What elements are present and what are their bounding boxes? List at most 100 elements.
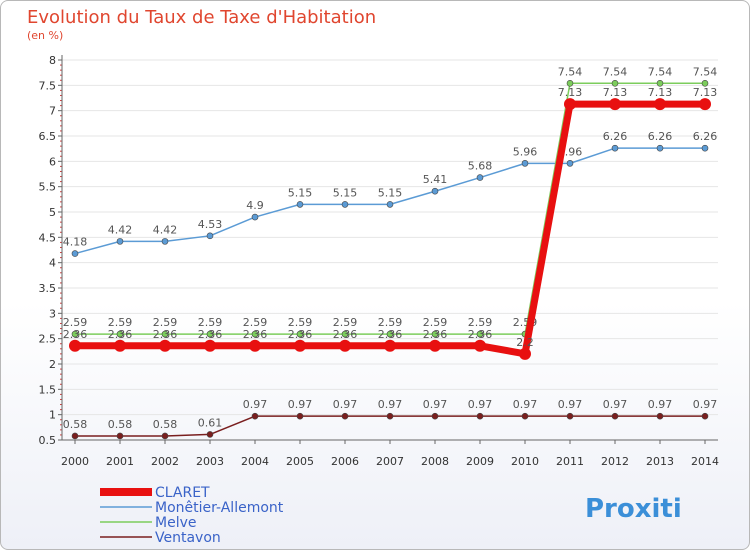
data-point (386, 412, 394, 420)
data-point (701, 412, 709, 420)
data-label: 5.96 (513, 145, 538, 158)
data-label: 2.36 (243, 328, 268, 341)
x-tick-label: 2004 (241, 455, 269, 468)
data-point (339, 339, 351, 352)
y-tick-label: 7 (49, 105, 56, 118)
data-point (431, 412, 439, 420)
data-label: 2.59 (243, 316, 268, 329)
data-point (114, 339, 126, 352)
legend-entry: Melve (155, 515, 196, 531)
series-layer: 0.58 0.58 0.58 0.61 0.97 0.97 0.97 0.97 0.97 0.97… (63, 65, 718, 440)
data-point (386, 201, 394, 208)
data-point (71, 432, 79, 440)
data-point (699, 98, 711, 111)
data-label: 7.13 (693, 86, 718, 99)
data-label: 5.15 (288, 186, 313, 199)
x-tick-label: 2006 (331, 455, 359, 468)
series-mon-tier-allemont: 4.18 4.42 4.42 4.53 4.9 5.15 5.15 5.15 5.41 5.68 5… (63, 130, 717, 257)
y-tick-label: 2.5 (39, 333, 57, 346)
data-label: 0.97 (423, 398, 448, 411)
data-point (69, 339, 81, 352)
x-tick-label: 2012 (601, 455, 629, 468)
data-label: 0.97 (333, 398, 358, 411)
data-label: 0.97 (648, 398, 673, 411)
data-point (251, 213, 259, 221)
data-label: 2.59 (423, 316, 448, 329)
data-label: 0.61 (198, 416, 223, 429)
data-point (71, 250, 79, 257)
data-point (206, 330, 214, 338)
data-point (206, 232, 214, 240)
data-point (249, 339, 261, 352)
data-label: 0.97 (468, 398, 493, 411)
data-label: 2.36 (108, 328, 133, 341)
data-point (609, 98, 621, 111)
data-label: 7.54 (693, 65, 718, 78)
data-label: 5.15 (378, 186, 403, 199)
data-label: 4.18 (63, 236, 88, 249)
data-label: 6.26 (603, 130, 628, 143)
data-point (429, 339, 441, 352)
data-label: 0.97 (603, 398, 628, 411)
x-tick-label: 2002 (151, 455, 179, 468)
y-tick-label: 0.5 (39, 434, 57, 447)
data-label: 2.36 (468, 328, 493, 341)
data-label: 0.97 (378, 398, 403, 411)
axes: 0.5 1 1.5 2 2.5 3 3.5 4 4.5 5 5.5 6 6.5 7 7.5 8 2000 2001… (39, 54, 720, 468)
y-tick-label: 3.5 (39, 282, 57, 295)
data-label: 2.2 (516, 336, 534, 349)
data-point (159, 339, 171, 352)
data-point (431, 187, 439, 195)
data-label: 4.9 (246, 199, 264, 212)
x-tick-label: 2001 (106, 455, 134, 468)
data-label: 0.97 (513, 398, 538, 411)
data-label: 7.13 (648, 86, 673, 99)
data-label: 2.59 (378, 316, 403, 329)
data-point (71, 330, 79, 338)
data-point (566, 80, 574, 87)
y-tick-label: 8 (49, 54, 56, 67)
data-point (116, 330, 124, 338)
legend-entry: CLARET (155, 485, 210, 501)
data-label: 2.59 (63, 316, 88, 329)
legend-entry: Ventavon (155, 530, 221, 546)
data-label: 2.36 (423, 328, 448, 341)
x-tick-label: 2005 (286, 455, 314, 468)
data-point (116, 432, 124, 440)
data-label: 7.54 (558, 65, 583, 78)
y-tick-label: 1 (49, 409, 56, 422)
data-label: 2.36 (333, 328, 358, 341)
data-point (474, 339, 486, 352)
data-label: 7.13 (603, 86, 628, 99)
data-point (521, 160, 529, 167)
data-point (656, 80, 664, 87)
y-tick-label: 2 (49, 358, 56, 371)
data-point (431, 330, 439, 338)
data-label: 5.41 (423, 173, 448, 186)
data-point (519, 347, 531, 360)
data-point (341, 201, 349, 208)
data-label: 4.53 (198, 218, 223, 231)
data-label: 0.58 (108, 418, 133, 431)
data-label: 5.68 (468, 160, 493, 173)
data-point (611, 412, 619, 420)
data-label: 2.36 (153, 328, 178, 341)
data-label: 2.59 (108, 316, 133, 329)
y-tick-label: 6 (49, 155, 56, 168)
x-tick-label: 2007 (376, 455, 404, 468)
data-point (251, 412, 259, 420)
data-label: 2.59 (468, 316, 493, 329)
data-label: 0.97 (693, 398, 718, 411)
data-label: 7.13 (558, 86, 583, 99)
data-point (611, 80, 619, 87)
data-point (476, 412, 484, 420)
data-point (206, 431, 214, 438)
data-point (476, 174, 484, 181)
data-point (566, 412, 574, 420)
x-tick-label: 2011 (556, 455, 584, 468)
series-ventavon: 0.58 0.58 0.58 0.61 0.97 0.97 0.97 0.97 0.97 0.97… (63, 398, 718, 440)
y-tick-label: 6.5 (39, 130, 57, 143)
y-tick-label: 5.5 (39, 181, 57, 194)
